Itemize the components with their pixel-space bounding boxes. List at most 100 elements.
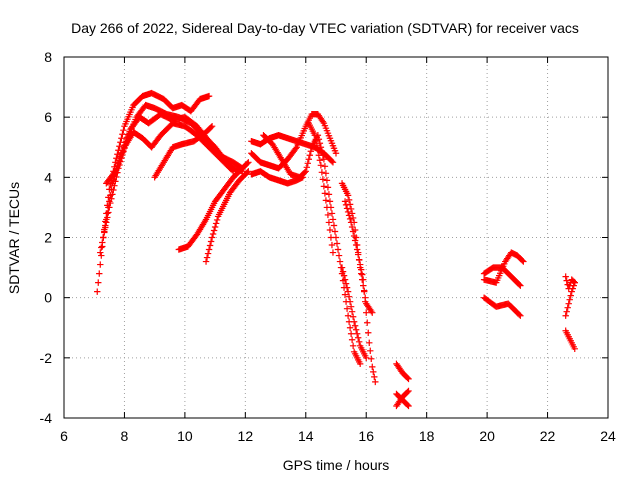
y-tick-label: 8 (44, 49, 52, 65)
data-point-marker (210, 227, 218, 234)
data-point-marker (330, 222, 338, 229)
data-point-marker (520, 258, 527, 265)
y-tick-label: -2 (40, 350, 53, 366)
y-axis: -4 -2 0 2 4 6 8 (40, 49, 608, 426)
data-point-marker (352, 241, 360, 249)
x-tick-label: 20 (479, 428, 495, 444)
data-point-marker (329, 249, 337, 256)
y-tick-label: 2 (44, 230, 52, 246)
data-point-marker (350, 318, 358, 325)
data-point-marker (369, 309, 376, 316)
data-point-marker (118, 135, 125, 142)
data-point-marker (331, 228, 339, 235)
data-point-marker (353, 330, 361, 337)
data-point-marker (315, 152, 323, 159)
data-series (341, 198, 379, 386)
data-point-marker (342, 201, 350, 209)
data-point-marker (563, 277, 570, 284)
data-point-marker (94, 288, 101, 295)
data-point-marker (517, 312, 524, 319)
data-point-marker (356, 360, 364, 368)
data-point-marker (405, 402, 412, 410)
data-point-marker (404, 388, 411, 396)
data-point-marker (322, 170, 330, 177)
data-series (480, 294, 524, 319)
data-point-marker (98, 252, 105, 259)
data-point-marker (95, 279, 102, 286)
data-point-marker (100, 234, 107, 241)
data-point-marker (349, 342, 357, 349)
data-point-marker (327, 234, 335, 241)
data-point-marker (347, 219, 355, 226)
data-series (480, 264, 524, 289)
data-point-marker (305, 156, 312, 163)
data-point-marker (202, 258, 210, 265)
data-point-marker (104, 210, 111, 217)
y-tick-label: -4 (40, 410, 53, 426)
data-point-marker (517, 282, 524, 289)
data-point-marker (228, 167, 236, 174)
data-point-marker (312, 137, 320, 144)
data-point-marker (371, 373, 378, 381)
data-point-marker (341, 291, 349, 298)
data-point-marker (329, 159, 337, 166)
data-point-marker (338, 264, 346, 271)
data-point-marker (404, 401, 411, 409)
data-point-marker (116, 143, 123, 150)
data-point-marker (319, 118, 327, 125)
data-series (151, 122, 216, 181)
data-point-marker (245, 159, 252, 166)
data-point-marker (205, 246, 213, 253)
data-point-marker (207, 238, 215, 245)
data-point-marker (564, 304, 571, 311)
data-point-marker (361, 287, 368, 294)
data-point-marker (326, 226, 334, 234)
data-point-marker (320, 183, 328, 190)
x-tick-label: 8 (121, 428, 129, 444)
data-point-marker (566, 296, 573, 303)
data-point-marker (204, 250, 212, 257)
data-point-marker (343, 205, 351, 212)
y-tick-label: 6 (44, 109, 52, 125)
y-tick-label: 4 (44, 169, 52, 185)
data-series (260, 132, 364, 368)
data-point-marker (325, 219, 333, 226)
data-point-marker (329, 216, 337, 223)
data-point-marker (328, 241, 336, 249)
data-point-marker (347, 303, 355, 310)
data-point-marker (208, 122, 216, 130)
chart-title: Day 266 of 2022, Sidereal Day-to-day VTE… (71, 20, 579, 36)
data-point-marker (352, 326, 360, 333)
data-point-marker (106, 198, 113, 205)
data-point-marker (345, 293, 353, 300)
data-point-marker (355, 338, 363, 345)
data-point-marker (405, 375, 412, 383)
data-point-marker (348, 336, 356, 343)
data-point-marker (563, 308, 570, 315)
data-point-marker (206, 242, 214, 249)
data-point-marker (354, 251, 362, 258)
data-point-marker (107, 192, 114, 199)
data-point-marker (345, 212, 353, 219)
data-point-marker (372, 378, 379, 386)
data-point-marker (332, 150, 340, 157)
data-point-marker (346, 215, 354, 223)
data-point-marker (405, 387, 412, 395)
data-point-marker (344, 208, 352, 216)
data-point-marker (111, 169, 118, 176)
data-point-marker (368, 355, 375, 363)
data-point-marker (335, 252, 343, 259)
data-series (338, 264, 370, 362)
x-axis: 6 8 10 12 14 16 18 20 22 24 (60, 57, 616, 444)
data-point-marker (571, 345, 578, 353)
data-point-marker (318, 169, 326, 176)
data-point-marker (203, 254, 211, 261)
data-series (103, 119, 237, 187)
data-point-marker (354, 334, 362, 341)
data-point-marker (348, 308, 356, 315)
data-series (393, 387, 412, 410)
data-point-marker (315, 136, 323, 143)
data-point-marker (349, 214, 357, 222)
data-point-marker (318, 148, 326, 155)
